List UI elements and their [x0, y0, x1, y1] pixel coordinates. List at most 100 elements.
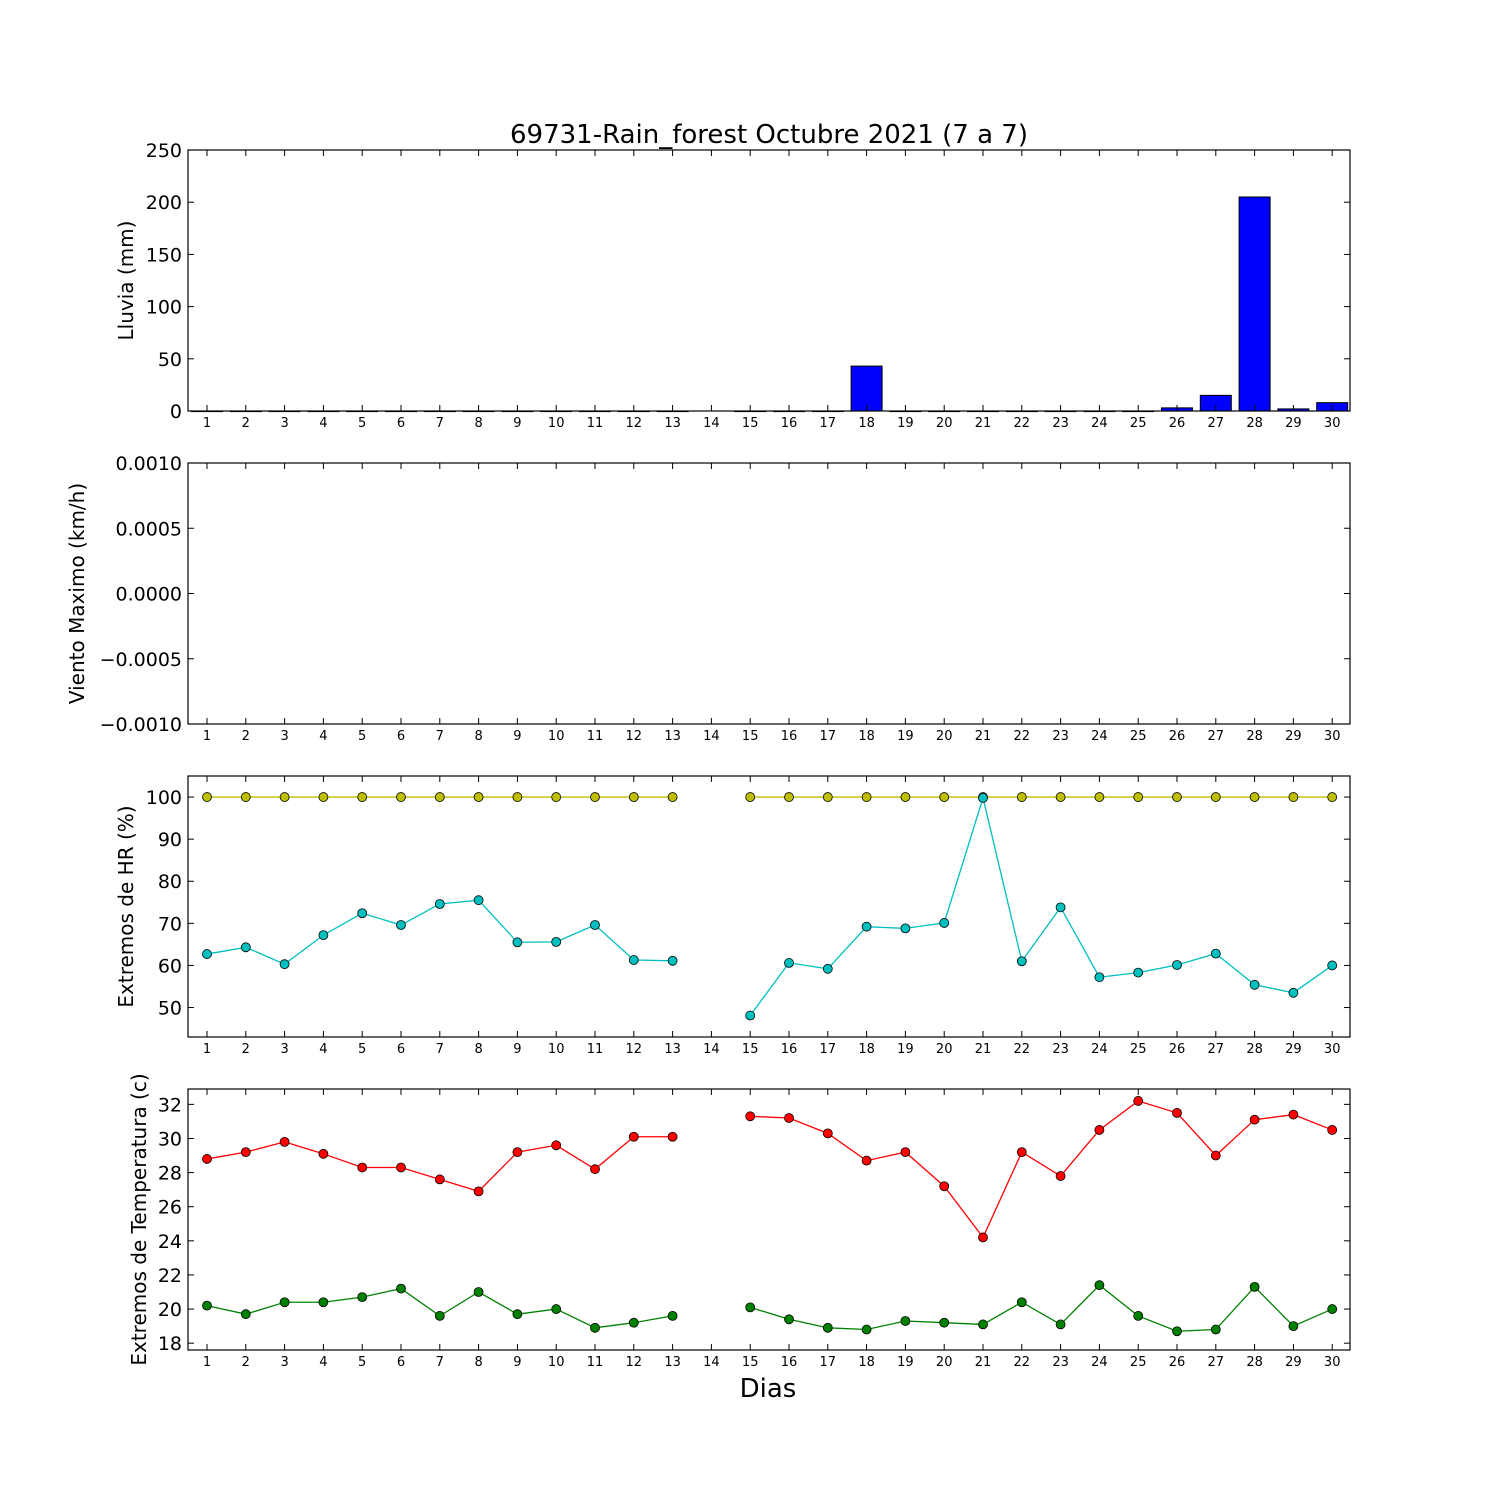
series-2-point-day-25: [1133, 967, 1144, 978]
series-2-point-day-23: [1055, 902, 1066, 913]
y-tick-label: 20: [158, 1299, 182, 1321]
x-tick-label: 5: [358, 1355, 366, 1370]
x-tick-label: 20: [936, 416, 953, 431]
x-tick-label: 6: [397, 416, 405, 431]
x-tick-label: 4: [319, 1042, 327, 1057]
series-1-point-day-18: [861, 792, 872, 802]
axes-frame: [187, 149, 1351, 412]
series-2-point-day-28: [1249, 979, 1260, 990]
x-tick-label: 3: [280, 729, 288, 744]
x-tick-label: 12: [626, 416, 643, 431]
axes-frame: [187, 1088, 1351, 1351]
series-1-point-day-12: [628, 1131, 639, 1142]
x-tick-label: 16: [781, 1042, 798, 1057]
x-tick-label: 23: [1052, 1042, 1069, 1057]
x-tick-label: 18: [858, 416, 875, 431]
y-tick-label: 30: [158, 1128, 182, 1150]
x-tick-label: 4: [319, 416, 327, 431]
x-tick-label: 3: [280, 416, 288, 431]
x-tick-label: 10: [548, 416, 565, 431]
series-2-point-day-11: [590, 1322, 600, 1333]
x-tick-label: 23: [1052, 416, 1069, 431]
x-tick-label: 20: [936, 1042, 953, 1057]
x-tick-label: 19: [897, 1355, 914, 1370]
x-tick-label: 19: [897, 416, 914, 431]
x-tick-label: 7: [436, 1042, 444, 1057]
x-tick-label: 13: [664, 729, 681, 744]
series-2-point-day-12: [628, 955, 639, 965]
series-2-point-day-11: [590, 920, 600, 930]
x-tick-label: 24: [1091, 1042, 1108, 1057]
series-2-point-day-13: [667, 955, 678, 966]
series-1-point-day-3: [279, 792, 290, 802]
x-tick-label: 8: [474, 1042, 482, 1057]
y-tick-label: 0.0010: [116, 453, 182, 475]
series-1-point-day-12: [628, 792, 639, 802]
x-tick-label: 23: [1052, 1355, 1069, 1370]
x-tick-label: 19: [897, 1042, 914, 1057]
x-tick-label: 26: [1169, 1042, 1186, 1057]
x-tick-label: 30: [1324, 1042, 1341, 1057]
series-1-point-day-16: [784, 792, 794, 802]
series-2-point-day-9: [512, 937, 523, 948]
x-tick-label: 1: [203, 1355, 211, 1370]
series-1-point-day-30: [1327, 792, 1338, 802]
x-tick-label: 17: [820, 416, 837, 431]
series-1-point-day-1: [202, 792, 212, 802]
x-tick-label: 30: [1324, 729, 1341, 744]
rain-bar-day-28: [1238, 196, 1271, 412]
series-2-point-day-5: [357, 908, 368, 919]
y-tick-label: 80: [158, 871, 182, 893]
series-2-point-day-19: [900, 1316, 911, 1326]
series-2-point-day-30: [1327, 1304, 1338, 1314]
y-tick-label: 70: [158, 913, 182, 935]
x-tick-label: 7: [436, 729, 444, 744]
x-tick-label: 23: [1052, 729, 1069, 744]
x-tick-label: 5: [358, 729, 366, 744]
series-1-point-day-8: [473, 792, 484, 802]
x-tick-label: 18: [858, 1042, 875, 1057]
x-tick-label: 16: [781, 416, 798, 431]
x-tick-label: 27: [1208, 1355, 1225, 1370]
series-2-point-day-6: [396, 920, 406, 930]
series-2-point-day-24: [1094, 972, 1105, 983]
x-tick-label: 17: [820, 1355, 837, 1370]
x-tick-label: 20: [936, 729, 953, 744]
series-2-point-day-9: [512, 1309, 523, 1320]
y-tick-label: 50: [158, 998, 182, 1020]
x-tick-label: 10: [548, 729, 565, 744]
series-2-point-day-17: [822, 963, 833, 974]
series-1-point-day-28: [1249, 1114, 1260, 1125]
series-1-point-day-6: [396, 792, 406, 802]
x-tick-label: 29: [1285, 1355, 1302, 1370]
x-tick-label: 15: [742, 1042, 759, 1057]
x-tick-label: 6: [397, 1355, 405, 1370]
x-tick-label: 29: [1285, 729, 1302, 744]
series-1-point-day-19: [900, 1147, 911, 1158]
x-tick-label: 15: [742, 416, 759, 431]
x-tick-label: 22: [1014, 1355, 1031, 1370]
x-tick-label: 14: [703, 416, 720, 431]
x-tick-label: 3: [280, 1042, 288, 1057]
x-tick-label: 9: [513, 729, 521, 744]
series-2-point-day-23: [1055, 1319, 1066, 1330]
series-2-point-day-4: [318, 1297, 329, 1308]
x-tick-label: 6: [397, 729, 405, 744]
series-1-point-day-20: [939, 792, 950, 802]
x-tick-label: 27: [1208, 416, 1225, 431]
series-1-point-day-27: [1210, 1150, 1221, 1161]
series-2-point-day-2: [240, 1309, 251, 1320]
x-tick-label: 25: [1130, 729, 1147, 744]
series-2-point-day-27: [1210, 1324, 1221, 1335]
y-tick-label: 0.0005: [116, 518, 182, 540]
series-2-point-day-7: [434, 899, 445, 909]
series-1-point-day-22: [1016, 1147, 1027, 1158]
y-tick-label: 26: [158, 1197, 182, 1219]
x-tick-label: 30: [1324, 1355, 1341, 1370]
x-axis-label: Dias: [740, 1374, 797, 1404]
